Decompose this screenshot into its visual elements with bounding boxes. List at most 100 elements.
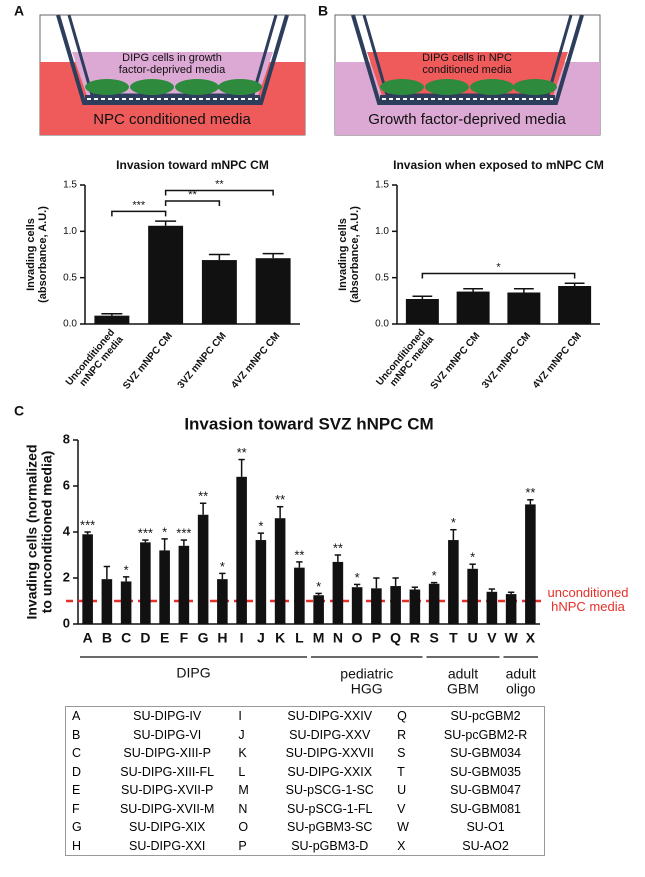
x-tick-label: J [257, 630, 265, 646]
schematic: DIPG cells in NPC conditioned media Growt… [334, 14, 601, 136]
bar [467, 568, 478, 624]
x-tick-label: Q [390, 630, 401, 646]
cell-line-name: SU-DIPG-XXIV [287, 709, 373, 724]
bar [236, 476, 247, 624]
bar [558, 286, 592, 324]
bar [351, 587, 363, 624]
bar [178, 545, 190, 624]
x-tick-label: V [487, 630, 497, 646]
y-tick-label: 0 [63, 615, 70, 630]
panel-label: B [318, 3, 328, 19]
bar [409, 589, 421, 624]
key-letter: P [238, 838, 247, 853]
reference-label: unconditioned hNPC media [548, 585, 629, 614]
bar [525, 504, 536, 624]
x-tick-label: UnconditionedmNPC media [374, 327, 436, 395]
x-tick-label: L [295, 630, 304, 646]
schematic: DIPG cells in growth factor-deprived medi… [39, 14, 306, 136]
x-tick-label: P [372, 630, 381, 646]
bar [294, 567, 305, 624]
key-letter: X [397, 838, 406, 853]
cell-line-name: SU-AO2 [462, 838, 509, 853]
significance-label: * [355, 570, 360, 585]
cell-line-name: SU-DIPG-XVII-M [119, 801, 215, 816]
x-tick-label: U [468, 630, 478, 646]
y-tick-label: 0.5 [63, 272, 77, 283]
x-tick-label: H [217, 630, 227, 646]
table-row: C SU-DIPG-XIII-P K SU-DIPG-XXVII S SU-GBM034 [66, 744, 545, 763]
y-tick-label: 6 [63, 477, 70, 492]
key-letter: A [72, 709, 81, 724]
cell-line-name: SU-pGBM3-SC [287, 820, 373, 835]
group-label: adult oligo [506, 665, 536, 696]
y-tick-label: 0.5 [375, 272, 389, 283]
y-tick-label: 2 [63, 569, 70, 584]
significance-label: * [162, 524, 167, 539]
significance-label: * [220, 559, 225, 574]
x-tick-label: X [526, 630, 536, 646]
bar [217, 579, 228, 624]
y-tick-label: 8 [63, 431, 70, 446]
x-tick-label: UnconditionedmNPC media [64, 327, 126, 395]
key-letter: B [72, 727, 81, 742]
y-tick-label: 0.0 [63, 319, 77, 330]
x-tick-label: I [240, 630, 244, 646]
cell-line-name: SU-DIPG-XXIX [287, 764, 373, 779]
comparison-label: *** [132, 199, 146, 211]
x-tick-label: 4VZ mNPC CM [229, 331, 282, 391]
bar [371, 588, 382, 624]
bar [82, 534, 93, 624]
bar [255, 258, 291, 324]
bar [159, 550, 170, 624]
bar [148, 225, 184, 324]
key-letter: W [397, 820, 409, 835]
significance-label: *** [176, 525, 191, 540]
x-tick-label: D [140, 630, 150, 646]
significance-label: ** [198, 489, 208, 504]
bar [507, 292, 541, 324]
cell-line-name: SU-GBM034 [450, 746, 521, 761]
significance-label: ** [525, 485, 535, 500]
y-axis-label: Invading cells (normalizedto uncondition… [23, 444, 54, 619]
cell-line-name: SU-DIPG-VI [133, 727, 202, 742]
key-table: A SU-DIPG-IV I SU-DIPG-XXIV Q SU-pcGBM2 B SU-DI… [65, 706, 545, 856]
outer-text: NPC conditioned media [93, 111, 251, 128]
cell-line-name: SU-O1 [466, 820, 505, 835]
cell-line-name: SU-DIPG-XXI [128, 838, 206, 853]
key-letter: T [397, 764, 405, 779]
significance-label: * [316, 579, 321, 594]
significance-label: *** [138, 525, 153, 540]
bar [197, 514, 209, 624]
panel-label: C [14, 403, 24, 419]
x-tick-label: R [410, 630, 420, 646]
cell-line-name: SU-DIPG-XXVII [285, 746, 374, 761]
y-axis-label: Invading cells(absorbance, A.U.) [337, 206, 361, 303]
key-letter: Q [397, 709, 407, 724]
key-letter: L [238, 764, 246, 779]
key-letter: G [72, 820, 82, 835]
key-letter: V [397, 801, 406, 816]
group-label: DIPG [176, 665, 210, 681]
key-letter: K [238, 746, 247, 761]
x-tick-label: 4VZ mNPC CM [531, 331, 584, 391]
x-tick-label: SVZ mNPC CM [429, 331, 483, 392]
group-label: pediatric HGG [340, 665, 393, 696]
cell-line-name: SU-pSCG-1-FL [287, 801, 373, 816]
y-axis-label: Invading cells(absorbance, A.U.) [25, 206, 49, 303]
y-tick-label: 1.5 [63, 180, 77, 191]
significance-label: * [124, 562, 129, 577]
table-row: A SU-DIPG-IV I SU-DIPG-XXIV Q SU-pcGBM2 [66, 707, 545, 726]
bar [255, 540, 267, 624]
cell-line-name: SU-GBM081 [450, 801, 521, 816]
cell-line-name: SU-DIPG-XIX [128, 820, 206, 835]
bar [140, 542, 151, 624]
cell-line-name: SU-DIPG-XIII-FL [120, 764, 215, 779]
key-letter: E [72, 783, 81, 798]
comparison-bracket [421, 272, 576, 279]
chart-title: Invasion toward SVZ hNPC CM [184, 414, 433, 433]
bar [101, 579, 113, 624]
comparison-bracket [164, 189, 274, 196]
comparison-bracket [164, 200, 221, 206]
bar [428, 583, 440, 624]
